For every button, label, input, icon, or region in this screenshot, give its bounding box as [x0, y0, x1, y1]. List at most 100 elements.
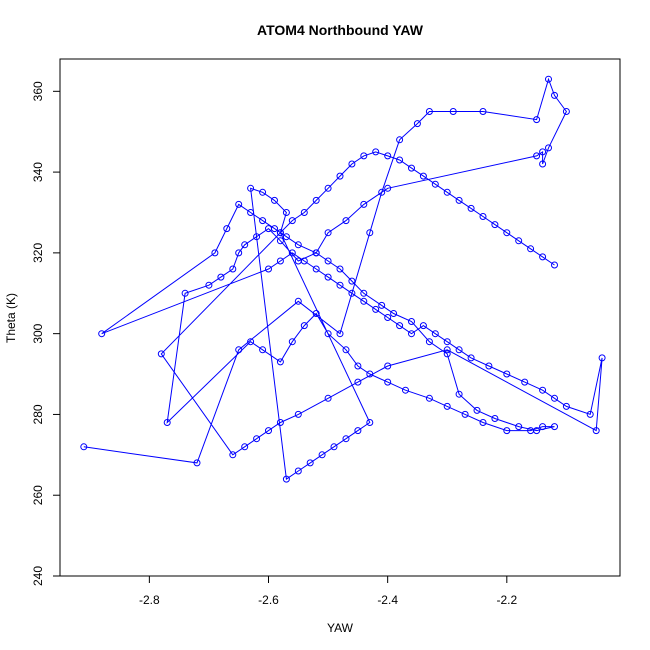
series-group: [80, 75, 606, 483]
data-point: [396, 136, 404, 144]
data-point: [259, 217, 267, 225]
data-point: [193, 459, 201, 467]
data-point: [336, 281, 344, 289]
data-point: [539, 148, 547, 156]
data-point: [324, 184, 332, 192]
data-point: [342, 217, 350, 225]
data-point: [276, 419, 284, 426]
data-point: [318, 451, 326, 459]
data-point: [479, 108, 487, 115]
data-point: [205, 281, 213, 289]
data-point: [247, 184, 255, 192]
data-point: [539, 253, 547, 261]
data-point: [300, 209, 308, 216]
data-point: [396, 156, 404, 164]
data-point: [276, 229, 284, 237]
data-point: [366, 419, 374, 426]
data-point: [276, 358, 284, 366]
data-point: [235, 346, 243, 354]
data-point: [372, 148, 380, 156]
data-point: [402, 386, 409, 394]
data-point: [247, 338, 255, 346]
data-point: [157, 350, 165, 358]
series-line: [83, 77, 603, 480]
data-point: [276, 237, 284, 245]
x-tick-label: -2.4: [377, 593, 398, 607]
data-point: [562, 108, 570, 115]
data-point: [360, 152, 368, 160]
y-tick-label: 300: [31, 323, 45, 343]
data-point: [163, 419, 171, 426]
data-point: [467, 204, 475, 212]
data-point: [253, 233, 261, 241]
data-point: [425, 394, 433, 402]
data-point: [80, 443, 88, 451]
x-axis: -2.8 -2.6 -2.4 -2.2: [139, 576, 517, 607]
data-point: [443, 188, 451, 196]
data-point: [443, 338, 451, 346]
data-point: [348, 277, 356, 285]
data-point: [533, 427, 541, 435]
data-point: [443, 350, 451, 358]
data-point: [479, 213, 487, 220]
data-point: [354, 362, 362, 370]
data-point: [539, 160, 547, 168]
data-point: [592, 427, 600, 435]
data-point: [312, 249, 320, 257]
data-point: [360, 289, 368, 297]
data-point: [288, 338, 296, 346]
data-point: [473, 406, 481, 414]
data-point: [467, 354, 475, 362]
data-point: [372, 305, 380, 313]
data-point: [211, 249, 219, 257]
data-point: [247, 209, 255, 216]
y-tick-label: 360: [31, 81, 45, 101]
data-point: [312, 196, 320, 204]
data-point: [366, 370, 374, 378]
data-point: [294, 467, 302, 475]
data-point: [408, 164, 415, 172]
data-point: [545, 144, 552, 152]
data-point: [288, 217, 296, 225]
data-point: [443, 346, 451, 354]
data-point: [378, 301, 386, 309]
y-tick-label: 280: [31, 404, 45, 424]
data-point: [324, 330, 332, 338]
data-point: [241, 241, 249, 249]
data-point: [455, 390, 463, 398]
data-point: [384, 362, 392, 370]
data-point: [443, 402, 451, 410]
y-axis-label: Theta (K): [4, 293, 18, 343]
data-point: [354, 427, 362, 435]
data-point: [253, 435, 261, 443]
data-point: [259, 346, 267, 354]
data-point: [419, 322, 427, 330]
data-point: [533, 152, 541, 160]
data-point: [551, 261, 558, 269]
data-point: [229, 265, 237, 273]
plot-frame: [59, 58, 621, 577]
data-point: [348, 160, 356, 168]
data-point: [342, 435, 350, 443]
data-point: [300, 257, 308, 265]
data-point: [378, 188, 386, 196]
y-tick-label: 260: [31, 485, 45, 505]
data-point: [366, 229, 374, 237]
data-point: [271, 196, 278, 204]
data-point: [342, 346, 350, 354]
data-point: [551, 423, 558, 431]
data-point: [276, 257, 284, 265]
data-point: [598, 354, 606, 362]
data-point: [396, 322, 404, 330]
data-point: [384, 314, 392, 321]
data-point: [235, 200, 243, 208]
data-point: [455, 346, 463, 354]
data-point: [515, 423, 523, 431]
data-point: [181, 289, 189, 297]
y-axis: 240 260 280 300 320 340 360: [31, 81, 60, 586]
chart-title: ATOM4 Northbound YAW: [257, 22, 424, 38]
data-point: [271, 225, 278, 233]
y-tick-label: 240: [31, 566, 45, 586]
data-point: [551, 91, 558, 99]
